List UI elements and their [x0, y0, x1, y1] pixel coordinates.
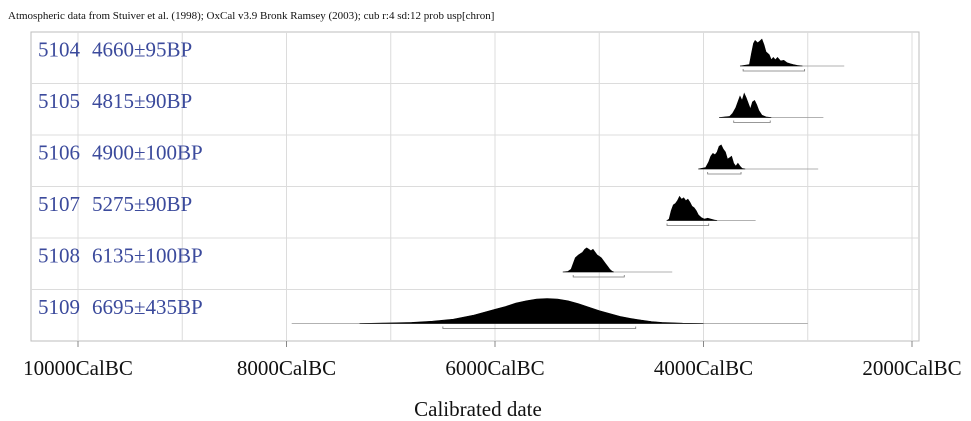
lab-number: 5107 — [38, 192, 80, 216]
sample-label: 5106 4900±100BP — [38, 141, 203, 165]
radiocarbon-date: 4900±100BP — [92, 141, 203, 165]
lab-number: 5108 — [38, 244, 80, 268]
sample-row: 5105 4815±90BP — [38, 89, 824, 123]
x-tick-label: 10000CalBC — [23, 356, 133, 380]
hpd-bracket — [742, 68, 806, 72]
probability-distribution — [698, 144, 746, 170]
radiocarbon-date: 5275±90BP — [92, 192, 192, 216]
sample-row: 5109 6695±435BP — [38, 295, 808, 329]
sample-label: 5107 5275±90BP — [38, 192, 192, 216]
hpd-bracket — [572, 274, 625, 278]
sample-label: 5109 6695±435BP — [38, 295, 203, 319]
plot-header: Atmospheric data from Stuiver et al. (19… — [8, 10, 494, 22]
x-tick-label: 4000CalBC — [654, 356, 753, 380]
sample-row: 5107 5275±90BP — [38, 192, 756, 226]
sample-row: 5106 4900±100BP — [38, 141, 819, 175]
probability-distribution — [719, 92, 772, 118]
radiocarbon-date: 4660±95BP — [92, 38, 192, 62]
radiocarbon-date: 4815±90BP — [92, 89, 192, 113]
sample-label: 5105 4815±90BP — [38, 89, 192, 113]
probability-distribution — [562, 247, 614, 273]
sample-label: 5104 4660±95BP — [38, 38, 192, 62]
hpd-bracket — [666, 223, 710, 226]
probability-distribution — [666, 195, 718, 221]
x-axis-title: Calibrated date — [414, 397, 542, 421]
lab-number: 5109 — [38, 295, 80, 319]
radiocarbon-date: 6135±100BP — [92, 244, 203, 268]
x-axis-ticks: 10000CalBC 8000CalBC 6000CalBC 4000CalBC 200… — [23, 341, 962, 380]
radiocarbon-date: 6695±435BP — [92, 295, 203, 319]
sample-row: 5108 6135±100BP — [38, 244, 673, 278]
lab-number: 5105 — [38, 89, 80, 113]
x-tick-label: 2000CalBC — [862, 356, 961, 380]
lab-number: 5104 — [38, 38, 81, 62]
hpd-bracket — [733, 120, 771, 123]
lab-number: 5106 — [38, 141, 80, 165]
hpd-bracket — [442, 326, 637, 329]
hpd-bracket — [707, 171, 742, 175]
probability-distribution — [739, 38, 803, 67]
x-tick-label: 8000CalBC — [237, 356, 336, 380]
grid-layer — [31, 32, 919, 341]
probability-distribution — [359, 298, 704, 324]
rows-layer: 5104 4660±95BP 5105 4815±90BP 5106 4900±100BP… — [38, 38, 845, 329]
x-tick-label: 6000CalBC — [445, 356, 544, 380]
sample-label: 5108 6135±100BP — [38, 244, 203, 268]
sample-row: 5104 4660±95BP — [38, 38, 845, 72]
